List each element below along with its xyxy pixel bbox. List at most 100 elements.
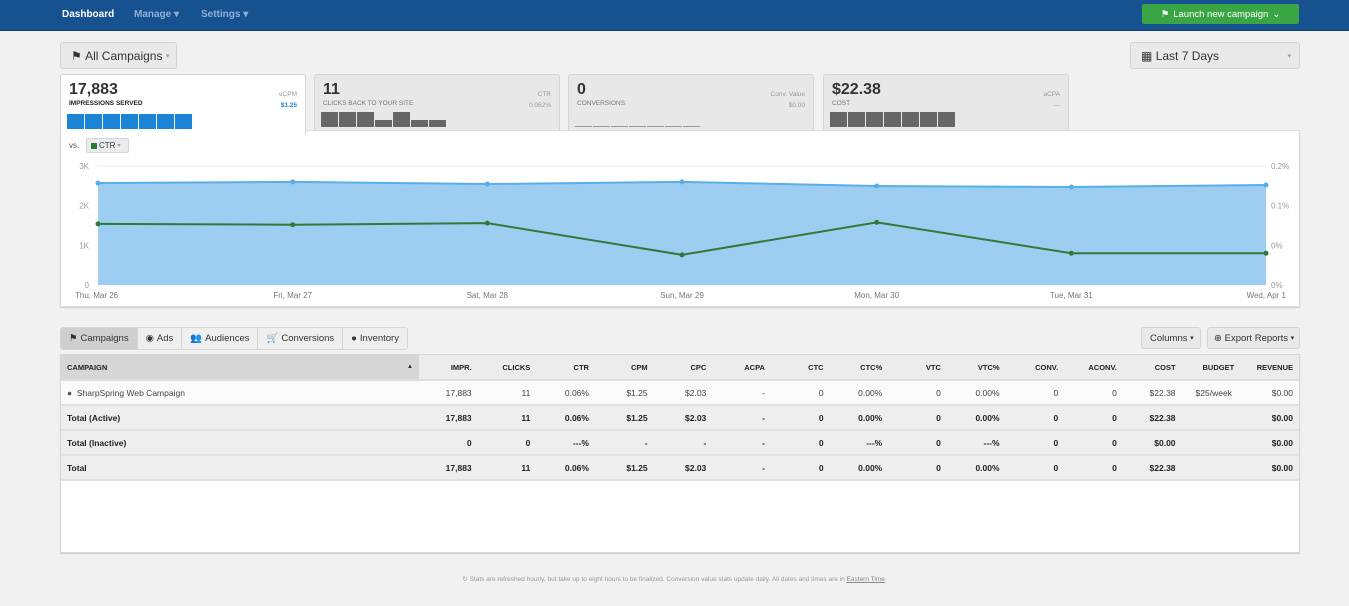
tab-ads[interactable]: ◉ Ads xyxy=(137,328,183,349)
table-tabs: ⚑ Campaigns ◉ Ads 👥 Audiences 🛒 Conversions … xyxy=(60,327,408,350)
tab-audiences[interactable]: 👥 Audiences xyxy=(182,328,259,349)
spark-bar xyxy=(848,112,865,127)
table-cell xyxy=(1181,405,1241,431)
column-header[interactable]: COST xyxy=(1122,355,1182,381)
column-header[interactable]: IMPR. xyxy=(419,355,478,381)
table-cell: 0.00% xyxy=(946,455,1006,481)
metric-card[interactable]: 17,883 Impressions Served eCPM $1.25 xyxy=(60,74,306,134)
table-cell: Total (Active) xyxy=(61,405,419,431)
spark-bar xyxy=(121,114,138,129)
flag-icon: ⚑ xyxy=(1160,8,1170,20)
table-row[interactable]: Total 17,883 11 0.06% $1.25 $2.03-0 0.00% 0 0.00… xyxy=(61,455,1299,481)
spark-bar xyxy=(920,112,937,127)
table-cell: $22.38 xyxy=(1122,455,1182,481)
table-cell: 0 xyxy=(419,430,478,456)
metric-label: Conversions xyxy=(577,100,626,107)
columns-label: Columns xyxy=(1150,332,1188,344)
campaign-select-label: All Campaigns xyxy=(85,48,163,63)
side-label: Conv. Value xyxy=(770,91,805,98)
chart-panel: vs. CTR ▾ 0 0% 1K 0% 2K 0.1% 3K 0.2% Thu, Mar 26 F… xyxy=(60,130,1300,307)
tab-label: Campaigns xyxy=(80,333,129,344)
x-tick-label: Mon, Mar 30 xyxy=(854,291,899,300)
table-cell: 0 xyxy=(770,430,830,456)
left-tick-label: 0 xyxy=(85,281,90,290)
table-cell: ● SharpSpring Web Campaign xyxy=(61,380,419,406)
spark-bar xyxy=(175,114,192,129)
column-header[interactable]: CLICKS xyxy=(477,355,537,381)
spark-bar xyxy=(884,112,901,127)
table-cell: 0 xyxy=(1064,405,1123,431)
nav-dashboard[interactable]: Dashboard xyxy=(62,9,115,20)
column-header[interactable]: ACONV. xyxy=(1064,355,1123,381)
flag-icon: ⚑ xyxy=(71,48,82,63)
metric-side: CTR 0.062% xyxy=(529,89,551,111)
nav-settings[interactable]: Settings ▾ xyxy=(201,9,249,20)
column-header[interactable]: BUDGET xyxy=(1181,355,1241,381)
top-navbar: Dashboard Manage ▾ Settings ▾ ⚑ Launch n… xyxy=(0,0,1349,31)
sort-asc-icon[interactable]: ▲ xyxy=(407,364,413,370)
campaign-select[interactable]: ⚑ All Campaigns ▾ xyxy=(60,42,177,69)
eastern-time-link[interactable]: Eastern Time xyxy=(846,576,885,583)
column-header[interactable]: VTC% xyxy=(946,355,1006,381)
table-cell: 0 xyxy=(770,455,830,481)
metric-card[interactable]: 11 Clicks back to your site CTR 0.062% xyxy=(314,74,560,132)
table-cell xyxy=(1181,455,1241,481)
impressions-point xyxy=(484,181,490,187)
tab-inventory[interactable]: ● Inventory xyxy=(343,328,407,349)
table-row[interactable]: Total (Active) 17,883 11 0.06% $1.25 $2.03-0 0… xyxy=(61,405,1299,431)
x-tick-label: Wed, Apr 1 xyxy=(1247,291,1287,300)
column-header[interactable]: CPM xyxy=(594,355,654,381)
spark-bar xyxy=(429,120,446,127)
table-row[interactable]: ● SharpSpring Web Campaign 17,883 11 0.06% $… xyxy=(61,380,1299,406)
column-header[interactable]: CONV. xyxy=(1005,355,1065,381)
spark-bar xyxy=(611,126,628,127)
spark-bar xyxy=(575,126,592,127)
column-header[interactable]: CPC xyxy=(653,355,713,381)
table-cell: 17,883 xyxy=(419,405,478,431)
export-reports-button[interactable]: ⊕ Export Reports ▾ xyxy=(1207,327,1300,349)
users-icon: 👥 xyxy=(190,333,203,344)
columns-button[interactable]: Columns ▾ xyxy=(1141,327,1201,349)
nav-settings-label: Settings xyxy=(201,9,241,20)
spark-bar xyxy=(393,112,410,127)
column-header[interactable]: CTC xyxy=(770,355,830,381)
metric-value: $22.38 xyxy=(832,81,881,98)
column-header[interactable]: CTC% xyxy=(829,355,889,381)
ctr-point xyxy=(484,220,490,226)
campaign-table: CAMPAIGN ▲ IMPR. CLICKS CTR CPM CPC ACPA CTC CTC%… xyxy=(60,354,1300,553)
metric-card[interactable]: $22.38 Cost aCPA --- xyxy=(823,74,1069,132)
metric-label: Clicks back to your site xyxy=(323,100,414,107)
table-cell: $2.03 xyxy=(653,455,713,481)
column-header[interactable]: ACPA xyxy=(712,355,771,381)
column-header[interactable]: CTR xyxy=(536,355,595,381)
footer-note: ↻ Stats are refreshed hourly, but take u… xyxy=(462,576,887,583)
campaign-link[interactable]: SharpSpring Web Campaign xyxy=(76,387,185,398)
left-tick-label: 1K xyxy=(79,241,89,250)
launch-campaign-button[interactable]: ⚑ Launch new campaign ⌄ xyxy=(1142,4,1299,24)
table-cell: 0.00% xyxy=(829,405,889,431)
cart-icon: 🛒 xyxy=(266,333,279,344)
x-tick-label: Sun, Mar 29 xyxy=(660,291,704,300)
metric-card[interactable]: 0 Conversions Conv. Value $0.00 xyxy=(568,74,814,132)
metric-label: Cost xyxy=(832,100,851,107)
column-header[interactable]: REVENUE xyxy=(1240,355,1299,381)
nav-manage[interactable]: Manage ▾ xyxy=(134,9,180,20)
caret-icon: ▾ xyxy=(1290,335,1295,342)
compare-metric-select[interactable]: CTR ▾ xyxy=(86,138,129,153)
tab-campaigns[interactable]: ⚑ Campaigns xyxy=(61,328,138,349)
table-cell: 0.00% xyxy=(946,380,1006,406)
tab-conversions[interactable]: 🛒 Conversions xyxy=(258,328,344,349)
column-header[interactable]: VTC xyxy=(888,355,947,381)
spark-bar xyxy=(67,114,84,129)
table-row[interactable]: Total (Inactive) 0 0 ---% - - -0 ---% 0 ---% 0 0 $0.… xyxy=(61,430,1299,456)
ctr-point xyxy=(1263,250,1269,256)
spark-bar xyxy=(375,120,392,127)
impressions-area xyxy=(98,181,1266,285)
sparkbars xyxy=(830,112,955,127)
metric-side: Conv. Value $0.00 xyxy=(771,89,805,111)
date-range-select[interactable]: ▦ Last 7 Days ▾ xyxy=(1130,42,1300,69)
table-cell: $22.38 xyxy=(1122,405,1182,431)
side-value: 0.062% xyxy=(528,102,551,109)
table-cell: 11 xyxy=(477,455,537,481)
column-header[interactable]: CAMPAIGN ▲ xyxy=(61,355,419,381)
